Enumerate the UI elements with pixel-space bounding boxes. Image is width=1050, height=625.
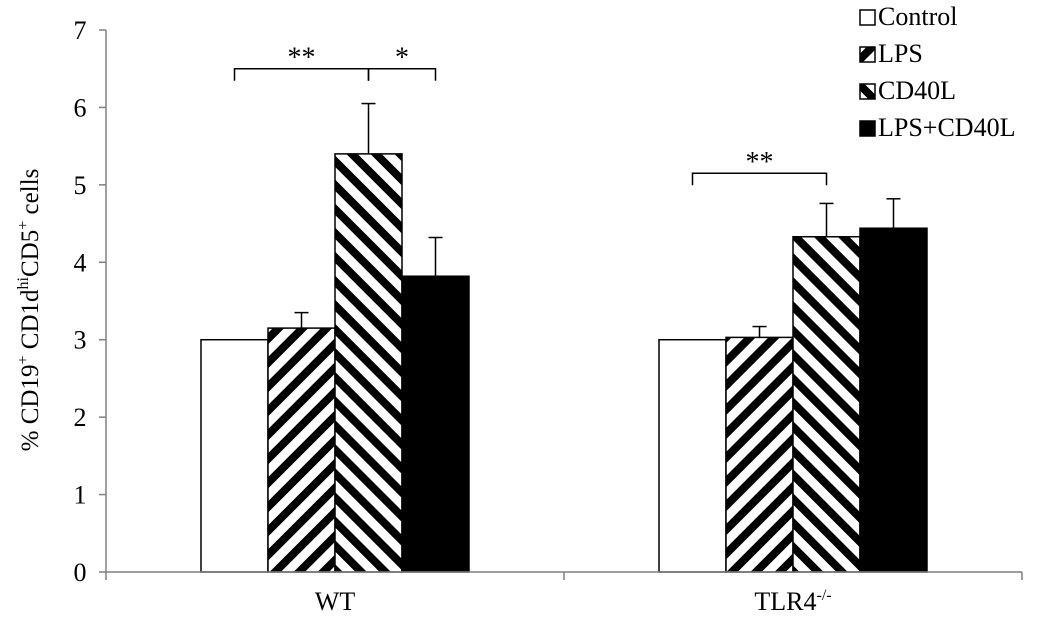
y-axis-label: % CD19+ CD1dhiCD5+ cells [15, 169, 44, 452]
bar [401, 275, 470, 573]
y-tick-label: 0 [74, 558, 87, 587]
bar [658, 338, 727, 573]
legend-swatch [859, 9, 876, 26]
bar [200, 338, 269, 573]
y-tick-label: 5 [74, 171, 87, 200]
significance-annotations: ** *** [233, 43, 828, 186]
bars [200, 153, 928, 573]
y-tick-label: 2 [74, 403, 87, 432]
significance-bracket [367, 67, 437, 81]
y-axis: 0 1 2 3 4 5 6 7 [74, 16, 107, 587]
legend: Control LPS CD40L LPS+CD40L [859, 2, 1015, 142]
legend-swatch [859, 46, 876, 63]
y-tick-label: 4 [74, 248, 87, 277]
bar [859, 227, 928, 573]
y-tick-label: 3 [74, 326, 87, 355]
bar [267, 327, 336, 573]
x-category-label: WT [315, 587, 356, 616]
bar [792, 235, 861, 573]
significance-bracket [691, 172, 828, 186]
legend-label: LPS [878, 39, 923, 68]
bar [725, 336, 794, 573]
significance-label: * [395, 43, 409, 74]
legend-swatch [859, 83, 876, 100]
significance-label: ** [288, 43, 316, 74]
y-tick-label: 7 [74, 16, 87, 45]
legend-swatch [859, 120, 876, 137]
significance-label: ** [746, 147, 774, 178]
x-axis: WT TLR4-/- [105, 571, 1023, 616]
legend-label: CD40L [878, 76, 956, 105]
x-category-label: TLR4-/- [754, 587, 831, 616]
legend-label: LPS+CD40L [878, 113, 1015, 142]
legend-label: Control [878, 2, 957, 31]
bar [334, 153, 403, 573]
error-bars [294, 102, 901, 338]
y-tick-label: 6 [74, 93, 87, 122]
y-tick-label: 1 [74, 481, 87, 510]
